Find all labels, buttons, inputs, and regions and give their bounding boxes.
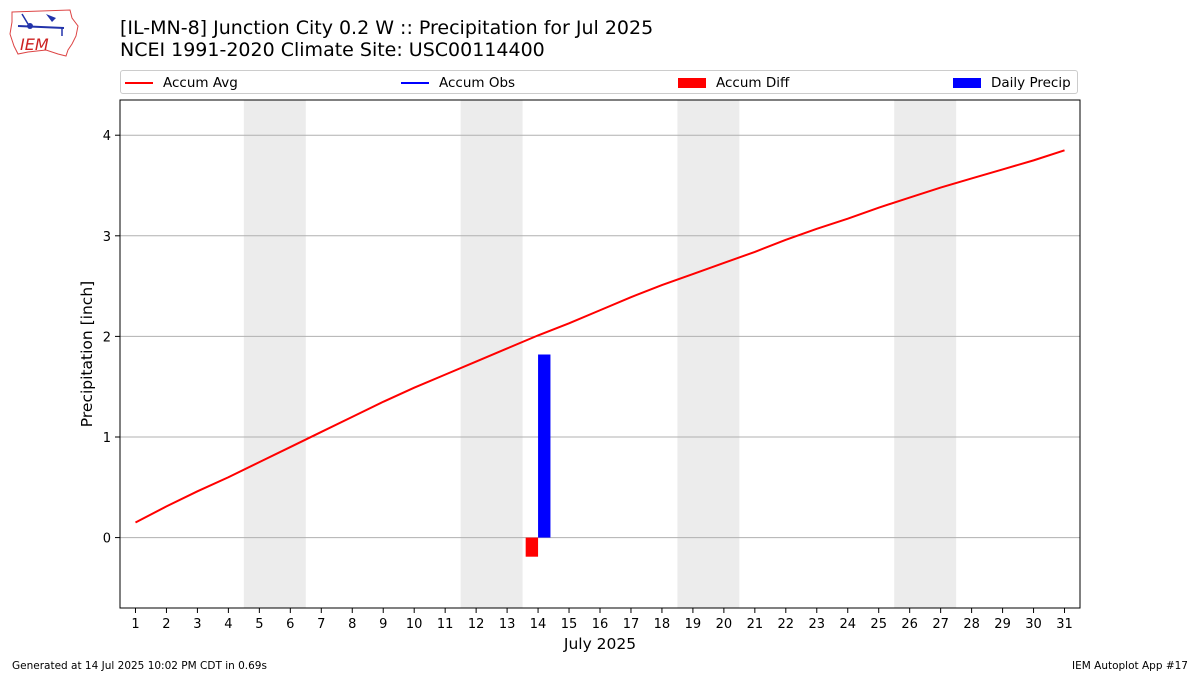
x-tick-label-18: 18: [654, 617, 671, 632]
legend-item-accum-avg: Accum Avg: [125, 74, 238, 92]
x-tick-label-9: 9: [379, 617, 387, 632]
y-tick-label-4: 4: [103, 129, 111, 144]
x-tick-label-6: 6: [286, 617, 294, 632]
y-tick-label-1: 1: [103, 431, 111, 446]
legend-item-accum-obs: Accum Obs: [401, 74, 515, 92]
x-tick-label-31: 31: [1056, 617, 1073, 632]
legend-label-daily-precip: Daily Precip: [991, 75, 1071, 91]
svg-text:IEM: IEM: [20, 35, 49, 54]
weekend-shade-1: [243, 100, 306, 608]
weekend-shade-4: [894, 100, 957, 608]
bar-daily-precip-day-14: [538, 354, 551, 538]
x-tick-label-16: 16: [592, 617, 609, 632]
chart-subtitle: NCEI 1991-2020 Climate Site: USC00114400: [120, 39, 545, 61]
x-tick-label-26: 26: [901, 617, 918, 632]
x-tick-label-11: 11: [437, 617, 454, 632]
x-tick-label-24: 24: [839, 617, 856, 632]
x-tick-label-3: 3: [193, 617, 201, 632]
bar-accum-diff-day-14: [525, 537, 539, 557]
chart-title: [IL-MN-8] Junction City 0.2 W :: Precipi…: [120, 17, 654, 39]
x-tick-label-14: 14: [530, 617, 547, 632]
legend-swatch-accum-avg: [125, 82, 153, 84]
x-tick-label-20: 20: [716, 617, 733, 632]
legend-label-accum-diff: Accum Diff: [716, 75, 790, 91]
x-tick-label-13: 13: [499, 617, 516, 632]
x-tick-label-1: 1: [131, 617, 139, 632]
legend-label-accum-obs: Accum Obs: [439, 75, 516, 91]
x-tick-label-23: 23: [809, 617, 826, 632]
x-tick-label-10: 10: [406, 617, 423, 632]
iem-logo: IEM: [9, 9, 79, 57]
x-tick-label-12: 12: [468, 617, 485, 632]
y-tick-label-2: 2: [103, 330, 111, 345]
x-tick-label-8: 8: [348, 617, 356, 632]
line-accum-avg: [135, 149, 1065, 524]
x-axis-label: July 2025: [563, 635, 636, 653]
x-tick-label-27: 27: [932, 617, 949, 632]
x-tick-label-2: 2: [162, 617, 170, 632]
footer-generated: Generated at 14 Jul 2025 10:02 PM CDT in…: [12, 660, 267, 672]
x-tick-label-7: 7: [317, 617, 325, 632]
legend-label-accum-avg: Accum Avg: [163, 75, 238, 91]
chart-title-block: [IL-MN-8] Junction City 0.2 W :: Precipi…: [120, 17, 653, 61]
legend-swatch-accum-obs: [401, 82, 429, 84]
y-tick-label-3: 3: [103, 230, 111, 245]
x-tick-label-17: 17: [623, 617, 640, 632]
x-tick-label-30: 30: [1025, 617, 1042, 632]
weekend-shade-3: [677, 100, 740, 608]
y-tick-label-0: 0: [103, 532, 111, 547]
footer-app: IEM Autoplot App #17: [1072, 660, 1188, 672]
x-tick-label-25: 25: [870, 617, 887, 632]
x-tick-label-22: 22: [778, 617, 795, 632]
x-tick-label-5: 5: [255, 617, 263, 632]
legend-swatch-daily-precip: [953, 78, 981, 88]
legend-item-accum-diff: Accum Diff: [678, 74, 789, 92]
legend-item-daily-precip: Daily Precip: [953, 74, 1071, 92]
legend-swatch-accum-diff: [678, 78, 706, 88]
x-tick-label-15: 15: [561, 617, 578, 632]
y-axis-label: Precipitation [inch]: [78, 281, 96, 427]
x-tick-label-21: 21: [747, 617, 764, 632]
x-tick-label-28: 28: [963, 617, 980, 632]
x-tick-label-4: 4: [224, 617, 232, 632]
x-tick-label-19: 19: [685, 617, 702, 632]
x-tick-label-29: 29: [994, 617, 1011, 632]
legend: Accum Avg Accum Obs Accum Diff Daily Pre…: [120, 70, 1078, 94]
